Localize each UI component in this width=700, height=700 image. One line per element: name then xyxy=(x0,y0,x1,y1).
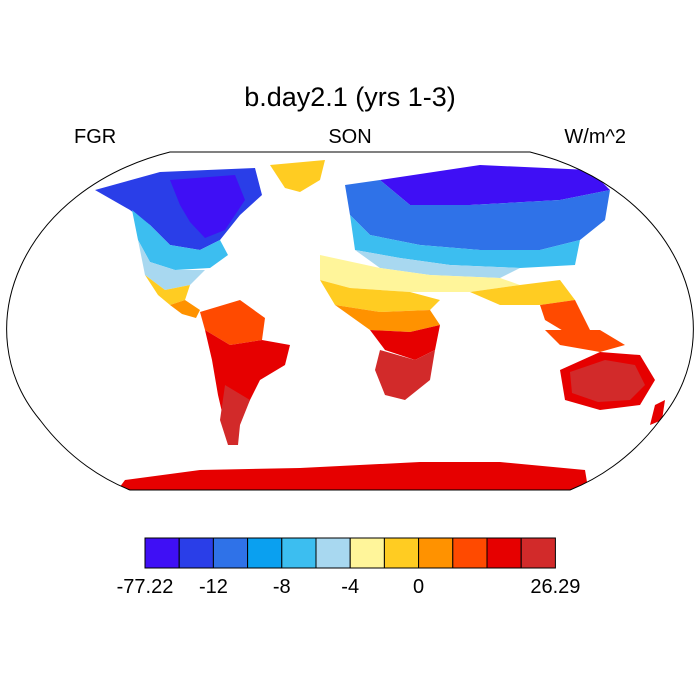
north-america-deep xyxy=(170,175,245,238)
colorbar-tick-label: -4 xyxy=(341,576,359,598)
globe-outline xyxy=(6,151,694,491)
land-fields xyxy=(95,160,665,490)
colorbar-tick-label: 26.29 xyxy=(530,576,580,598)
north-america-south xyxy=(138,240,205,290)
colorbar-tick-label: -12 xyxy=(199,576,228,598)
colorbar-swatch xyxy=(315,537,351,569)
colorbar: -77.22 -12 -8 -4 0 26.29 xyxy=(117,537,580,598)
greenland xyxy=(270,160,325,192)
eurasia-south xyxy=(355,250,520,278)
sahara-band xyxy=(320,255,520,292)
units-label: W/m^2 xyxy=(564,126,626,148)
africa-central xyxy=(370,325,440,360)
patagonia xyxy=(220,385,250,445)
colorbar-swatch xyxy=(486,537,522,569)
colorbar-swatch xyxy=(281,537,317,569)
africa-north xyxy=(320,280,440,312)
mexico xyxy=(145,275,190,305)
colorbar-swatch xyxy=(520,537,556,569)
north-america-mid xyxy=(132,210,228,270)
colorbar-swatch xyxy=(418,537,454,569)
central-america xyxy=(170,300,200,318)
new-zealand xyxy=(650,400,665,425)
colorbar-swatch xyxy=(212,537,249,569)
indonesia xyxy=(545,330,625,352)
colorbar-swatch xyxy=(247,537,283,569)
colorbar-tick-label: -77.22 xyxy=(117,576,174,598)
antarctica xyxy=(110,462,590,490)
africa-sahel xyxy=(335,305,440,332)
eurasia-mid xyxy=(350,215,580,268)
map-title: b.day2.1 (yrs 1-3) xyxy=(244,82,456,112)
southeast-asia xyxy=(540,300,590,335)
australia-core xyxy=(570,360,645,402)
africa-south xyxy=(375,350,435,400)
colorbar-swatch xyxy=(349,537,385,569)
season-label: SON xyxy=(328,126,372,148)
eurasia-main xyxy=(345,180,610,250)
variable-label: FGR xyxy=(74,126,117,148)
south-america xyxy=(205,330,290,425)
colorbar-tick-label: -8 xyxy=(273,576,291,598)
south-america-north xyxy=(200,300,265,345)
eurasia-cold xyxy=(380,165,610,205)
colorbar-swatch xyxy=(452,537,488,569)
colorbar-swatch xyxy=(144,537,180,569)
southern-asia xyxy=(470,280,575,305)
colorbar-swatch xyxy=(178,537,214,569)
colorbar-tick-label: 0 xyxy=(413,576,424,598)
colorbar-swatch xyxy=(383,537,420,569)
